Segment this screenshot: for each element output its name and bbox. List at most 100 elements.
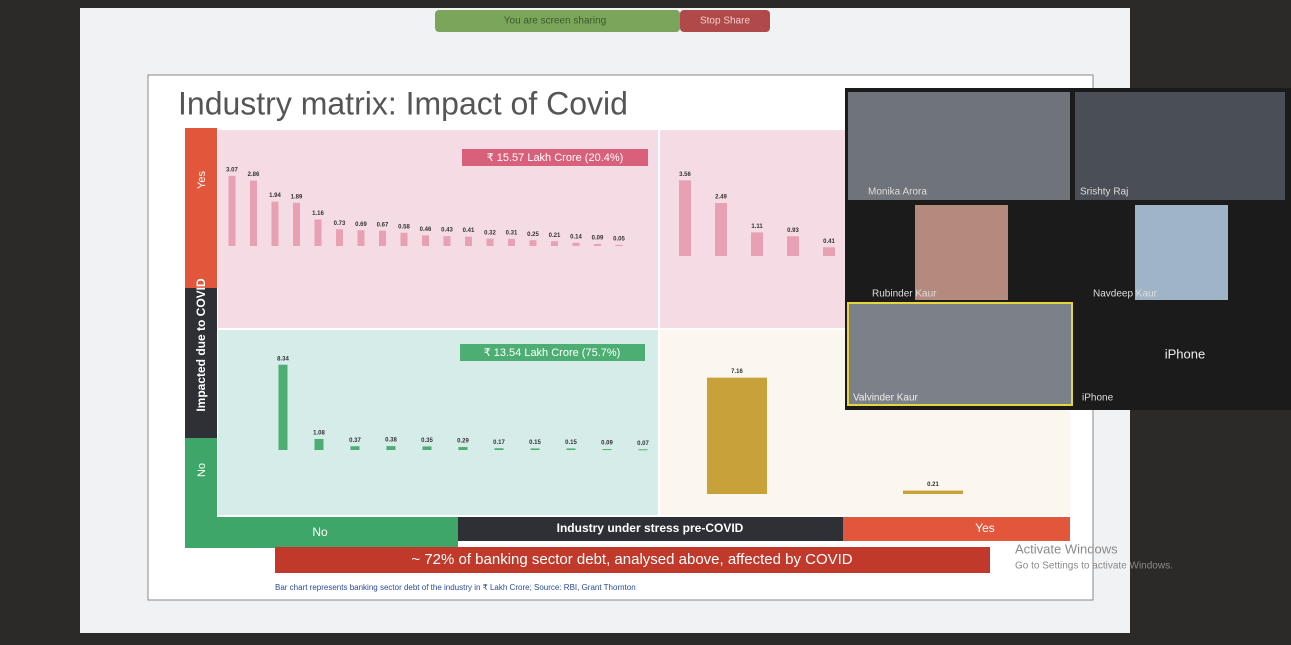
- bar-value-label: 0.09: [592, 236, 604, 242]
- participant-name: Valvinder Kaur: [853, 393, 919, 404]
- bar-value-label: 0.73: [334, 221, 346, 227]
- bar-value-label: 2.49: [715, 195, 727, 201]
- page: You are screen sharing Stop Share Indust…: [0, 0, 1291, 645]
- bar-value-label: 1.11: [751, 224, 763, 230]
- screen: You are screen sharing Stop Share Indust…: [0, 0, 1291, 645]
- bar: [250, 181, 257, 246]
- footnote: Bar chart represents banking sector debt…: [275, 583, 636, 592]
- bar: [272, 202, 279, 246]
- bar: [495, 448, 504, 450]
- bar-value-label: 0.41: [823, 239, 835, 245]
- bar: [315, 219, 322, 246]
- col-no: No: [312, 525, 328, 539]
- bar-value-label: 0.15: [565, 440, 577, 446]
- bar: [530, 240, 537, 246]
- bar-value-label: 3.07: [226, 167, 238, 173]
- participant-name: Monika Arora: [868, 187, 927, 198]
- total-label: ₹ 13.54 Lakh Crore (75.7%): [484, 347, 621, 359]
- bar: [567, 448, 576, 450]
- bar: [459, 447, 468, 450]
- col-yes-band: [843, 517, 1070, 541]
- bar-value-label: 0.05: [613, 236, 625, 242]
- video-tile: [1075, 92, 1285, 200]
- video-tile: [915, 205, 1008, 300]
- bar-value-label: 0.38: [385, 438, 397, 444]
- video-tile: [848, 92, 1070, 200]
- bar-value-label: 0.37: [349, 438, 361, 444]
- bar: [387, 446, 396, 450]
- bar: [707, 378, 767, 494]
- bar-value-label: 0.32: [484, 230, 496, 236]
- share-status: You are screen sharing: [504, 16, 606, 27]
- bar: [351, 446, 360, 450]
- participant-name: iPhone: [1082, 393, 1114, 404]
- bar-value-label: 0.09: [601, 441, 613, 447]
- bar-value-label: 0.14: [570, 234, 582, 240]
- bar: [444, 236, 451, 246]
- bar: [401, 233, 408, 246]
- bar-value-label: 0.41: [463, 228, 475, 234]
- bar-value-label: 0.69: [355, 222, 367, 228]
- watermark-title: Activate Windows: [1015, 541, 1118, 556]
- bar-value-label: 0.58: [398, 224, 410, 230]
- row-yes-band: [185, 128, 217, 288]
- bar: [594, 244, 601, 246]
- bar-value-label: 8.34: [277, 356, 289, 362]
- bar: [616, 245, 623, 246]
- bar-value-label: 1.89: [291, 194, 303, 200]
- bar: [229, 176, 236, 246]
- bar-value-label: 0.17: [493, 440, 505, 446]
- bar: [508, 239, 515, 246]
- stop-share-label[interactable]: Stop Share: [700, 16, 750, 27]
- total-label: ₹ 15.57 Lakh Crore (20.4%): [487, 152, 624, 164]
- bar-value-label: 0.21: [927, 482, 939, 488]
- video-tile-active: [848, 303, 1072, 405]
- bar: [751, 232, 763, 256]
- bar-value-label: 0.67: [377, 222, 389, 228]
- bar-value-label: 7.16: [731, 369, 743, 375]
- bar: [787, 236, 799, 256]
- bar: [358, 230, 365, 246]
- bar: [336, 229, 343, 246]
- bar-value-label: 1.94: [269, 193, 281, 199]
- bar-value-label: 3.56: [679, 172, 691, 178]
- bar-value-label: 0.07: [637, 441, 649, 447]
- participant-name: Rubinder Kaur: [872, 289, 937, 300]
- bar: [422, 235, 429, 246]
- bar: [487, 239, 494, 246]
- bar: [679, 180, 691, 256]
- bar-value-label: 0.25: [527, 232, 539, 238]
- bar-value-label: 1.08: [313, 431, 325, 437]
- bar-value-label: 1.16: [312, 211, 324, 217]
- bar-value-label: 0.31: [506, 230, 518, 236]
- participant-display: iPhone: [1165, 346, 1205, 361]
- bar: [823, 247, 835, 256]
- bar: [315, 439, 324, 450]
- bar-value-label: 0.93: [787, 228, 799, 234]
- bar: [603, 449, 612, 450]
- row-yes: Yes: [196, 171, 208, 189]
- slide-title: Industry matrix: Impact of Covid: [178, 85, 628, 121]
- bar: [573, 243, 580, 246]
- bar: [423, 446, 432, 450]
- participant-name: Navdeep Kaur: [1093, 289, 1158, 300]
- bar-value-label: 0.21: [549, 233, 561, 239]
- bar: [903, 491, 963, 494]
- bar: [279, 365, 288, 450]
- bar: [379, 231, 386, 246]
- bar-value-label: 0.43: [441, 228, 453, 234]
- watermark-text: Go to Settings to activate Windows.: [1015, 561, 1173, 572]
- row-title: Impacted due to COVID: [194, 278, 208, 412]
- bar: [465, 237, 472, 246]
- bar: [531, 448, 540, 450]
- bar-value-label: 0.46: [420, 227, 432, 233]
- bar-value-label: 0.29: [457, 439, 469, 445]
- col-yes: Yes: [975, 521, 995, 535]
- col-title: Industry under stress pre-COVID: [557, 521, 744, 535]
- bar-value-label: 0.35: [421, 438, 433, 444]
- bar-value-label: 2.86: [248, 172, 260, 178]
- bar: [639, 449, 648, 450]
- banner: ~ 72% of banking sector debt, analysed a…: [411, 551, 852, 568]
- participant-name: Srishty Raj: [1080, 187, 1128, 198]
- row-no: No: [196, 463, 208, 477]
